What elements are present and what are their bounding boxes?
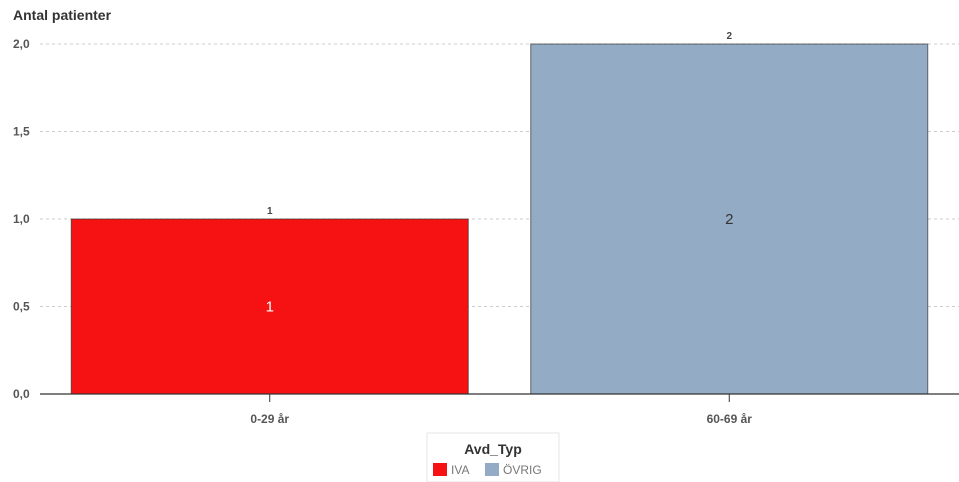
y-tick-label: 1,0 [13,212,30,226]
x-tick-label: 0-29 år [250,412,289,426]
y-tick-label: 0,0 [13,387,30,401]
x-tick-label: 60-69 år [707,412,753,426]
legend-swatch [433,463,447,476]
legend-item-övrig[interactable]: ÖVRIG [485,463,542,477]
y-axis-title: Antal patienter [13,7,112,23]
x-axis-ticks: 0-29 år 60-69 år [250,394,752,426]
y-tick-label: 1,5 [13,125,30,139]
bars: 1 1 2 2 [70,31,929,395]
y-axis-ticks: 0,0 0,5 1,0 1,5 2,0 [13,37,30,401]
legend-items[interactable]: IVA ÖVRIG [433,463,542,477]
bar-total-label: 1 [267,206,273,217]
bar-övrig [530,43,929,395]
bar-inner-label: 2 [725,211,733,228]
legend-title: Avd_Typ [464,441,522,457]
legend[interactable]: Avd_Typ IVA ÖVRIG [426,432,560,482]
legend-item-iva[interactable]: IVA [433,463,469,477]
y-tick-label: 2,0 [13,37,30,51]
bar-total-label: 2 [726,31,732,42]
legend-swatch [485,463,499,476]
y-tick-label: 0,5 [13,300,30,314]
legend-label: IVA [451,463,469,477]
bar-inner-label: 1 [266,299,274,316]
bar-iva [70,218,469,395]
legend-label: ÖVRIG [503,463,542,477]
